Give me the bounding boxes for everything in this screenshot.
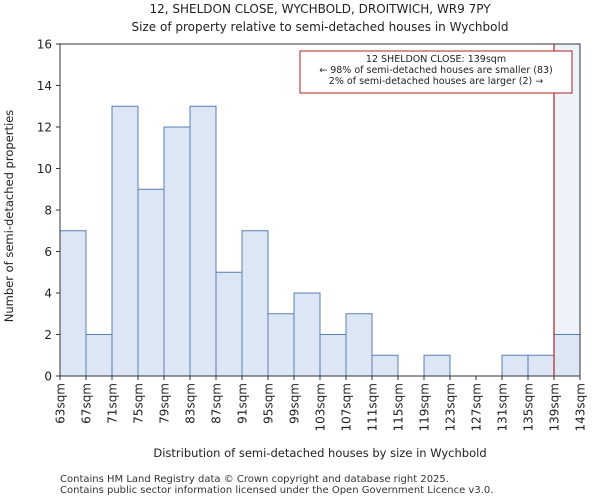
y-axis-label: Number of semi-detached properties [2, 110, 16, 322]
bar-103sqm [319, 334, 347, 377]
y-tick-label: 10 [37, 162, 52, 176]
bar-95sqm [267, 313, 295, 377]
footer-line1: Contains HM Land Registry data © Crown c… [60, 474, 449, 485]
histogram-chart: 12, SHELDON CLOSE, WYCHBOLD, DROITWICH, … [2, 2, 588, 460]
annotation-line1: 12 SHELDON CLOSE: 139sqm [366, 54, 506, 65]
chart-title-line2: Size of property relative to semi-detach… [132, 20, 509, 34]
x-tick-label: 91sqm [236, 383, 250, 424]
y-tick-label: 4 [44, 287, 52, 301]
x-axis-label: Distribution of semi-detached houses by … [153, 446, 486, 460]
footer-line2: Contains public sector information licen… [60, 485, 494, 496]
x-tick-label: 83sqm [184, 383, 198, 424]
y-tick-label: 16 [37, 38, 52, 52]
annotation-line3: 2% of semi-detached houses are larger (2… [329, 76, 543, 87]
bar-107sqm [345, 313, 373, 377]
x-tick-label: 143sqm [574, 383, 588, 431]
bar-67sqm [85, 334, 113, 377]
bar-87sqm [215, 271, 243, 377]
x-tick-label: 87sqm [210, 383, 224, 424]
bar-135sqm [527, 354, 555, 377]
chart-title-line1: 12, SHELDON CLOSE, WYCHBOLD, DROITWICH, … [149, 2, 491, 16]
bar-71sqm [111, 105, 139, 377]
x-tick-label: 127sqm [470, 383, 484, 431]
x-tick-label: 63sqm [54, 383, 68, 424]
bar-139sqm [553, 334, 581, 377]
x-tick-label: 123sqm [444, 383, 458, 431]
bar-119sqm [423, 354, 451, 377]
x-tick-label: 119sqm [418, 383, 432, 431]
x-tick-label: 107sqm [340, 383, 354, 431]
bar-83sqm [189, 105, 217, 377]
y-tick-label: 2 [44, 328, 52, 342]
bar-131sqm [501, 354, 529, 377]
y-tick-label: 8 [44, 204, 52, 218]
bar-99sqm [293, 292, 321, 377]
x-tick-label: 131sqm [496, 383, 510, 431]
annotation-box: 12 SHELDON CLOSE: 139sqm ← 98% of semi-d… [299, 50, 573, 94]
bar-75sqm [137, 188, 165, 377]
x-tick-label: 103sqm [314, 383, 328, 431]
x-tick-label: 95sqm [262, 383, 276, 424]
x-tick-label: 111sqm [366, 383, 380, 431]
annotation-line2: ← 98% of semi-detached houses are smalle… [319, 65, 553, 76]
x-tick-label: 99sqm [288, 383, 302, 424]
x-tick-label: 139sqm [548, 383, 562, 431]
bar-111sqm [371, 354, 399, 377]
bar-91sqm [241, 230, 269, 377]
x-tick-label: 71sqm [106, 383, 120, 424]
x-tick-label: 135sqm [522, 383, 536, 431]
highlight-region [554, 44, 580, 376]
bar-63sqm [59, 230, 87, 377]
y-tick-label: 14 [37, 79, 52, 93]
y-tick-label: 0 [44, 370, 52, 384]
x-tick-label: 79sqm [158, 383, 172, 424]
y-tick-label: 12 [37, 121, 52, 135]
x-tick-label: 115sqm [392, 383, 406, 431]
x-tick-label: 67sqm [80, 383, 94, 424]
bar-79sqm [163, 126, 191, 377]
x-tick-label: 75sqm [132, 383, 146, 424]
y-tick-label: 6 [44, 245, 52, 259]
